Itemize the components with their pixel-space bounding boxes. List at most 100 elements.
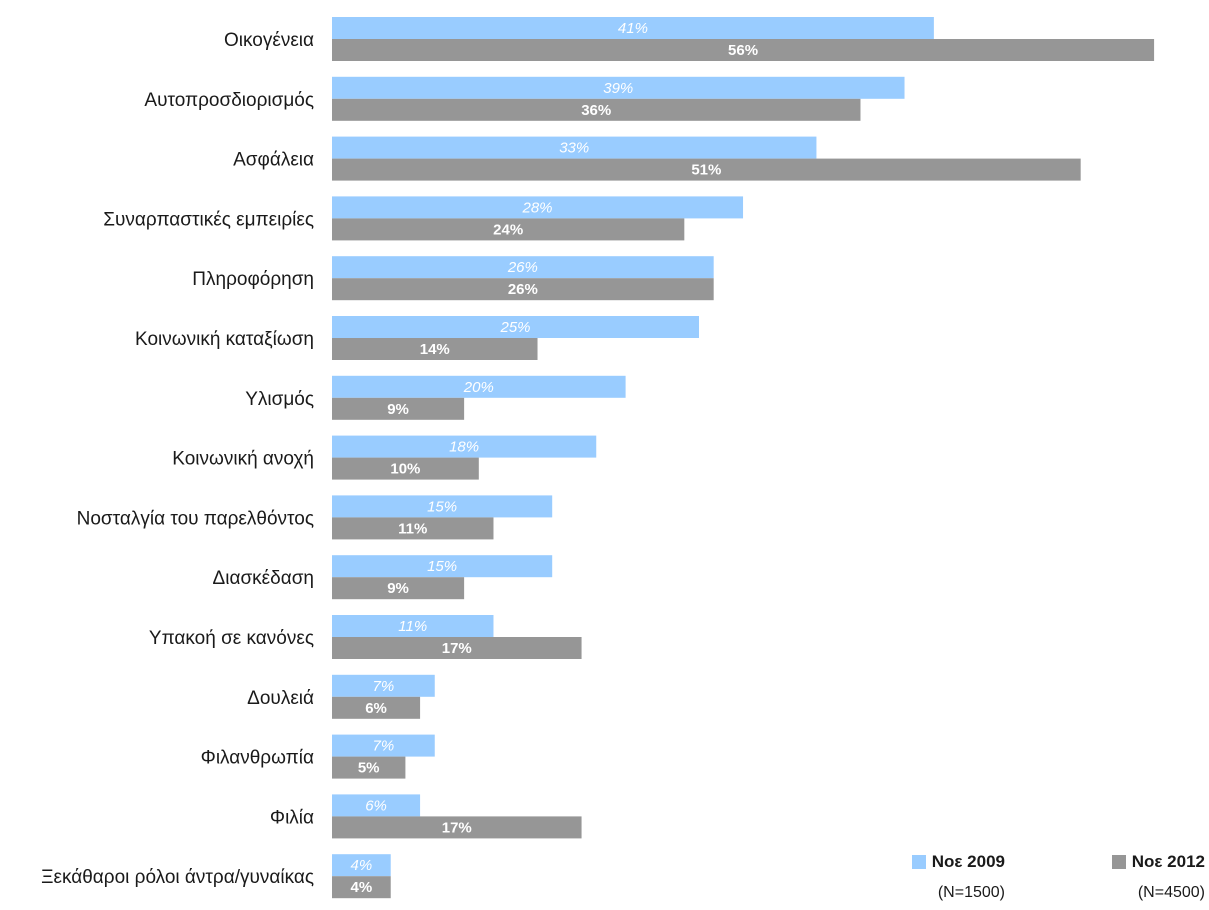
bar-2012 [332,218,685,241]
category-group: Υλισμός 20% 9% [245,375,626,420]
legend-swatch-2012 [1111,855,1126,869]
data-label-2012: 17% [442,640,472,657]
legend-item-2009: Νοε 2009 (N=1500) [840,852,1005,902]
data-label-2009: 15% [427,498,457,515]
bar-2009 [332,256,714,279]
bar-2009 [332,555,553,578]
bar-2009 [332,734,435,757]
category-label: Διασκέδαση [213,568,314,589]
data-label-2012: 5% [358,760,380,777]
data-label-2009: 20% [463,379,494,396]
category-group: Διασκέδαση 15% 9% [213,555,553,600]
category-group: Δουλειά 7% 6% [247,674,435,719]
category-group: Κοινωνική καταξίωση 25% 14% [135,316,699,360]
bar-2009 [332,435,597,458]
data-label-2009: 18% [449,439,479,456]
category-group: Ασφάλεια 33% 51% [233,136,1081,181]
data-label-2009: 7% [373,678,395,695]
bar-2009 [332,674,435,697]
data-label-2012: 26% [508,281,538,298]
category-label: Κοινωνική ανοχή [172,449,314,470]
legend-item-2012: Νοε 2012 (N=4500) [1040,852,1205,902]
category-group: Νοσταλγία του παρελθόντος 15%11% [77,495,553,540]
category-group: Πληροφόρηση 26% 26% [192,256,714,301]
data-label-2012: 9% [387,580,409,597]
bar-2009 [332,375,626,398]
data-label-2012: 9% [387,401,409,418]
data-label-2009: 39% [603,80,633,97]
category-label: Κοινωνική καταξίωση [135,329,314,350]
bar-2009 [332,136,817,159]
legend-label-2012: Νοε 2012 [1131,852,1205,871]
bar-2009 [332,76,905,99]
bar-2012 [332,876,391,899]
data-label-2009: 6% [365,797,387,814]
legend-row-2012: Νοε 2012 [1111,852,1205,872]
legend-row-2009: Νοε 2009 [911,852,1005,872]
category-label: Οικογένεια [224,30,314,51]
data-label-2009: 11% [398,618,427,635]
data-label-2009: 15% [427,558,457,575]
category-label: Αυτοπροσδιορισμός [144,90,314,111]
category-group: Συναρπαστικές εμπειρίες 28% 24% [103,196,744,241]
category-group: Υπακοή σε κανόνες 11% 17% [149,615,582,659]
bar-2012 [332,397,465,420]
data-label-2009: 41% [618,20,648,37]
category-label: Ξεκάθαροι ρόλοι άντρα/γυναίκας [41,867,314,888]
category-label: Πληροφόρηση [192,269,314,290]
bar-2012 [332,278,714,301]
bar-2012 [332,457,479,480]
bar-2009 [332,854,391,877]
category-group: Φιλία 6% 17% [270,794,582,839]
bars-layer: Οικογένεια41%56%Αυτοπροσδιορισμός39%36%Α… [41,17,1155,899]
category-label: Δουλειά [247,688,314,709]
category-group: Αυτοπροσδιορισμός 39% 36% [144,76,905,121]
category-label: Συναρπαστικές εμπειρίες [103,209,314,230]
data-label-2012: 51% [691,162,721,179]
bar-2009 [332,615,494,637]
bar-2012 [332,517,494,540]
bar-2012 [332,577,465,600]
data-label-2012: 24% [493,221,523,238]
legend-swatch-2009 [911,855,926,869]
legend-label-2009: Νοε 2009 [931,852,1005,871]
bar-2009 [332,196,744,219]
data-label-2012: 17% [442,819,472,836]
data-label-2012: 10% [390,461,420,478]
data-label-2009: 25% [499,319,530,336]
category-label: Φιλανθρωπία [201,748,314,769]
data-label-2012: 14% [420,341,450,358]
data-label-2009: 33% [559,140,589,157]
category-group: Φιλανθρωπία 7% 5% [201,734,435,779]
data-label-2009: 26% [507,259,538,276]
bar-2012 [332,338,538,360]
bar-2009 [332,316,699,338]
legend-sample-2009: (N=1500) [937,884,1005,901]
data-label-2012: 11% [398,520,427,537]
category-group: Κοινωνική ανοχή 18% 10% [172,435,597,480]
category-label: Υπακοή σε κανόνες [149,628,314,649]
data-label-2012: 56% [728,42,758,59]
data-label-2009: 28% [522,199,553,216]
category-label: Ασφάλεια [233,150,314,171]
bar-2009 [332,495,553,518]
data-label-2009: 7% [373,738,395,755]
data-label-2012: 36% [581,102,611,119]
legend-sample-2012: (N=4500) [1137,884,1205,901]
bar-2009 [332,17,934,39]
category-group: Ξεκάθαροι ρόλοι άντρα/γυναίκας 4% 4% [41,854,391,899]
bar-2012 [332,756,406,779]
data-label-2009: 4% [351,857,373,874]
bar-2012 [332,696,421,719]
category-label: Υλισμός [245,389,314,410]
category-group: Οικογένεια 41% 56% [224,17,1155,61]
category-label: Φιλία [270,807,314,828]
data-label-2012: 4% [351,879,373,896]
bar-2012 [332,637,582,659]
data-label-2012: 6% [365,700,387,717]
bar-2012 [332,39,1155,61]
bar-2012 [332,98,861,121]
bar-2012 [332,158,1081,181]
bar-2012 [332,816,582,839]
